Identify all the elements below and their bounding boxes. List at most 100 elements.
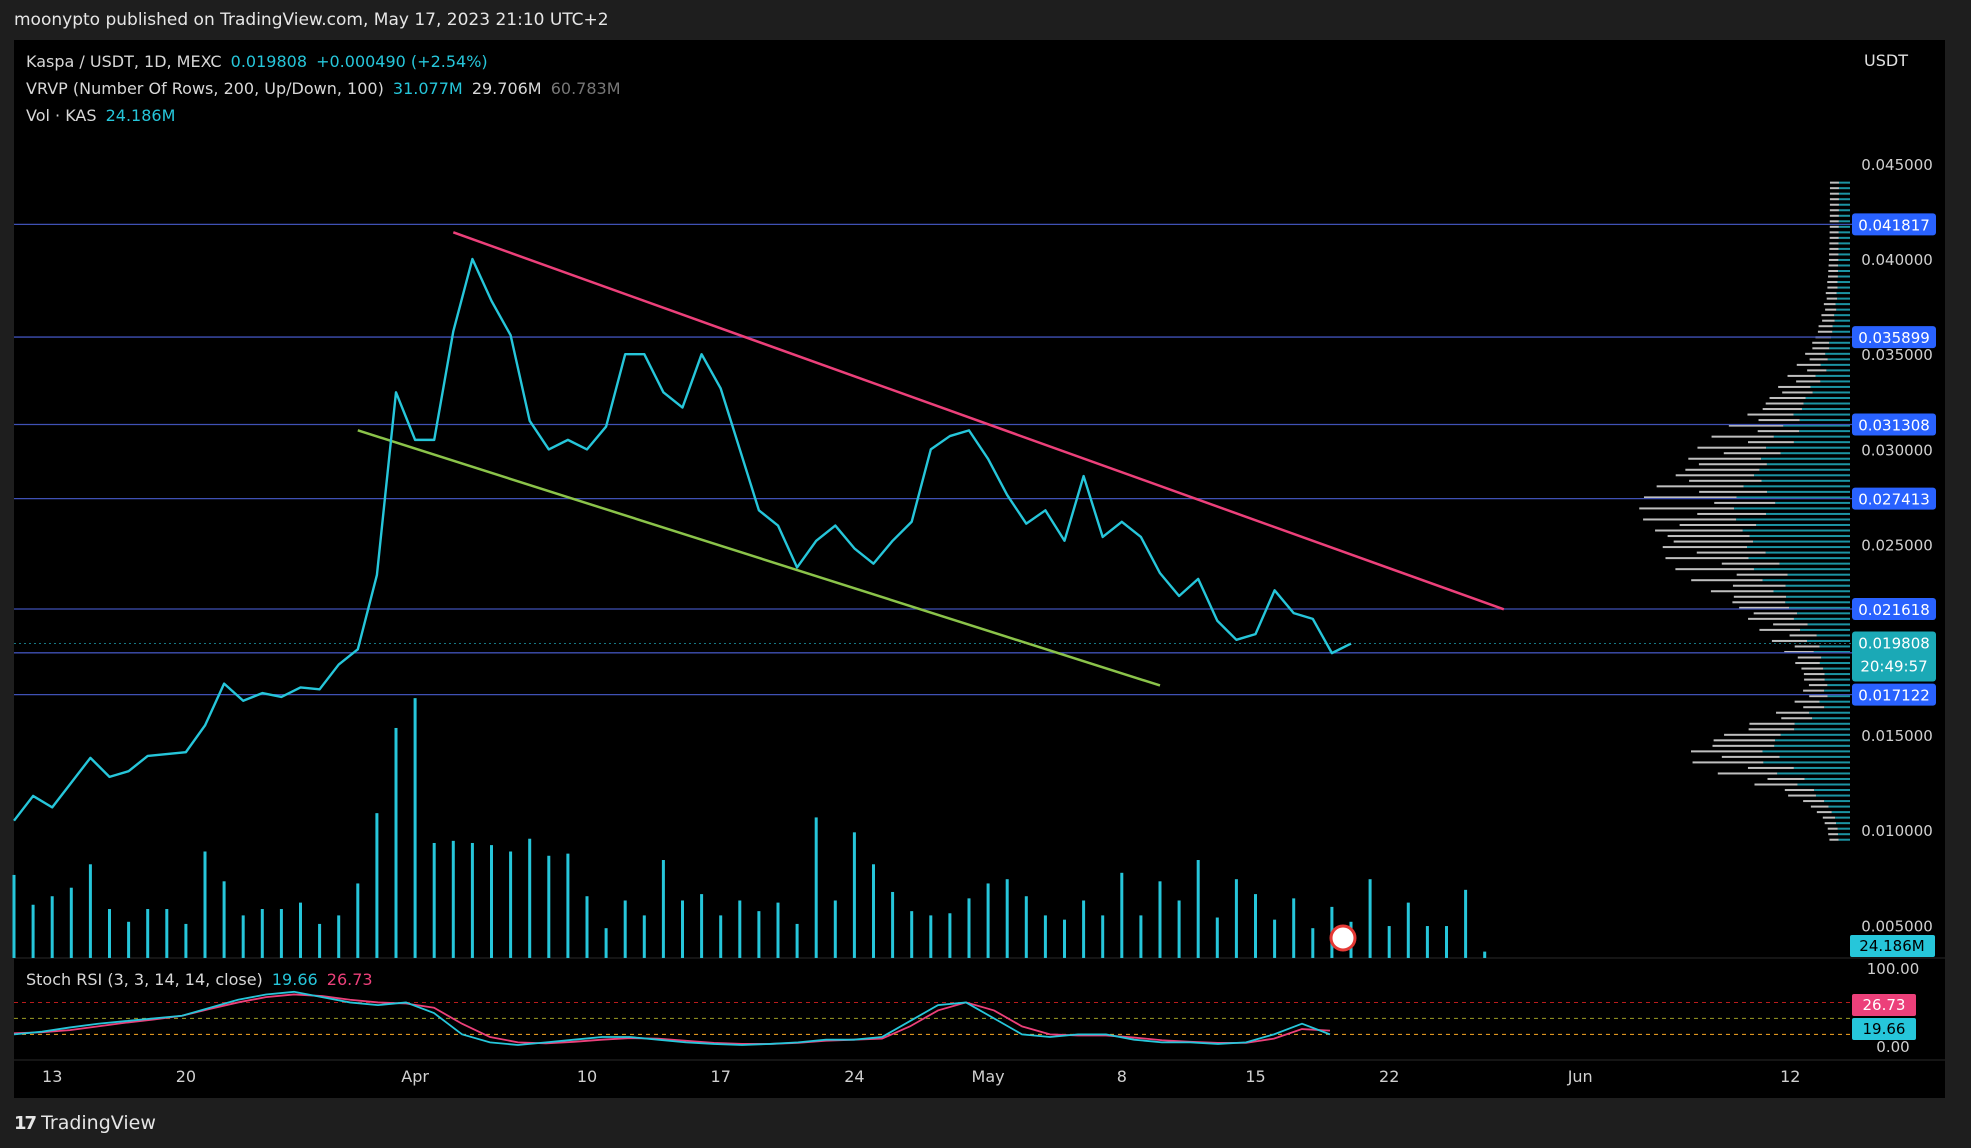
vrvp-row-up — [1787, 573, 1850, 576]
vrvp-row-up — [1759, 468, 1850, 471]
time-tick: 24 — [844, 1067, 864, 1086]
volume-bar — [1483, 951, 1487, 958]
volume-bar — [375, 813, 379, 958]
vrvp-row-down — [1748, 617, 1794, 620]
vrvp-row-down — [1822, 319, 1835, 322]
vrvp-row-up — [1826, 369, 1850, 372]
symbol-legend[interactable]: Kaspa / USDT, 1D, MEXC 0.019808 +0.00049… — [26, 52, 492, 71]
volume-bar — [394, 727, 398, 958]
vrvp-row-up — [1838, 242, 1850, 245]
brand-name: TradingView — [41, 1112, 156, 1134]
volume-bar — [1368, 879, 1372, 958]
vrvp-row-up — [1820, 380, 1850, 383]
vrvp-row-down — [1685, 468, 1760, 471]
vrvp-row-down — [1781, 717, 1813, 720]
vrvp-row-up — [1838, 838, 1850, 841]
vrvp-row-down — [1805, 352, 1826, 355]
vrvp-row-up — [1836, 822, 1850, 825]
volume-bar — [260, 909, 264, 958]
vrvp-row-up — [1775, 501, 1850, 504]
vrvp-row-up — [1765, 551, 1850, 554]
vrvp-row-up — [1827, 684, 1850, 687]
last-price: 0.019808 — [230, 52, 307, 71]
vrvp-row-down — [1723, 452, 1781, 455]
vrvp-row-down — [1732, 584, 1786, 587]
vrvp-row-down — [1696, 551, 1766, 554]
vrvp-row-down — [1827, 827, 1838, 830]
price-tick: 0.005000 — [1861, 917, 1933, 935]
vrvp-row-up — [1774, 739, 1850, 742]
stoch-k-axis-label: 19.66 — [1863, 1020, 1906, 1038]
vrvp-row-up — [1773, 435, 1850, 438]
level-label: 0.041817 — [1858, 216, 1930, 234]
stoch-d-value: 26.73 — [326, 970, 373, 989]
vrvp-row-down — [1675, 474, 1755, 477]
vrvp-row-up — [1766, 446, 1850, 449]
volume-bar — [88, 864, 92, 958]
vrvp-row-down — [1824, 822, 1837, 825]
volume-bar — [1082, 900, 1086, 958]
vrvp-row-down — [1679, 523, 1757, 526]
volume-bar — [1024, 896, 1028, 958]
vrvp-row-down — [1827, 281, 1838, 284]
vrvp-legend[interactable]: VRVP (Number Of Rows, 200, Up/Down, 100)… — [26, 79, 625, 98]
price-tick: 0.025000 — [1861, 537, 1933, 555]
vrvp-row-down — [1728, 424, 1784, 427]
time-tick: Apr — [401, 1067, 429, 1086]
vrvp-row-down — [1698, 463, 1767, 466]
vrvp-row-down — [1784, 650, 1814, 653]
vrvp-row-up — [1835, 303, 1850, 306]
vrvp-row-up — [1801, 408, 1850, 411]
volume-bar — [451, 840, 455, 958]
vrvp-row-up — [1773, 590, 1850, 593]
vrvp-row-down — [1829, 192, 1839, 195]
vrvp-row-up — [1742, 529, 1850, 532]
level-label-box — [1852, 413, 1936, 436]
vrvp-total: 60.783M — [550, 79, 621, 98]
price-tick: 0.030000 — [1861, 441, 1933, 459]
level-label: 0.031308 — [1858, 416, 1930, 434]
tradingview-brand[interactable]: 17 TradingView — [14, 1112, 156, 1134]
vrvp-row-down — [1713, 739, 1775, 742]
vrvp-row-down — [1829, 242, 1839, 245]
vrvp-row-down — [1692, 761, 1764, 764]
volume-bar — [700, 894, 704, 958]
volume-label: Vol · KAS — [26, 106, 97, 125]
vrvp-row-up — [1794, 728, 1850, 731]
vrvp-row-up — [1810, 385, 1850, 388]
volume-bar — [1292, 898, 1296, 958]
current-price-label: 0.019808 — [1858, 634, 1930, 652]
volume-legend[interactable]: Vol · KAS 24.186M — [26, 106, 179, 125]
stoch-legend[interactable]: Stoch RSI (3, 3, 14, 14, close) 19.66 26… — [26, 970, 377, 989]
vrvp-row-down — [1639, 507, 1735, 510]
vrvp-row-up — [1823, 667, 1850, 670]
vrvp-row-up — [1761, 457, 1850, 460]
time-tick: 8 — [1117, 1067, 1127, 1086]
price-tick: 0.035000 — [1861, 346, 1933, 364]
vrvp-row-down — [1828, 269, 1839, 272]
vrvp-row-up — [1838, 231, 1850, 234]
vrvp-row-up — [1838, 253, 1850, 256]
volume-bar — [1120, 872, 1124, 958]
vrvp-row-up — [1743, 485, 1850, 488]
vrvp-row-down — [1823, 303, 1836, 306]
volume-axis-label: 24.186M — [1859, 937, 1924, 955]
time-tick: 10 — [577, 1067, 597, 1086]
vrvp-row-up — [1780, 452, 1850, 455]
price-change: +0.000490 (+2.54%) — [316, 52, 488, 71]
volume-bar — [1425, 926, 1429, 958]
tradingview-logo-icon: 17 — [14, 1112, 37, 1134]
vrvp-row-up — [1836, 292, 1850, 295]
volume-bar — [986, 883, 990, 958]
volume-bar — [566, 853, 570, 958]
volume-bar — [69, 887, 73, 958]
vrvp-row-down — [1691, 750, 1763, 753]
vrvp-row-down — [1721, 562, 1780, 565]
vrvp-row-up — [1838, 192, 1850, 195]
volume-bar — [279, 909, 283, 958]
publisher-header: moonypto published on TradingView.com, M… — [14, 10, 609, 30]
vrvp-row-up — [1824, 678, 1850, 681]
vrvp-row-up — [1794, 722, 1850, 725]
vrvp-row-up — [1827, 358, 1850, 361]
